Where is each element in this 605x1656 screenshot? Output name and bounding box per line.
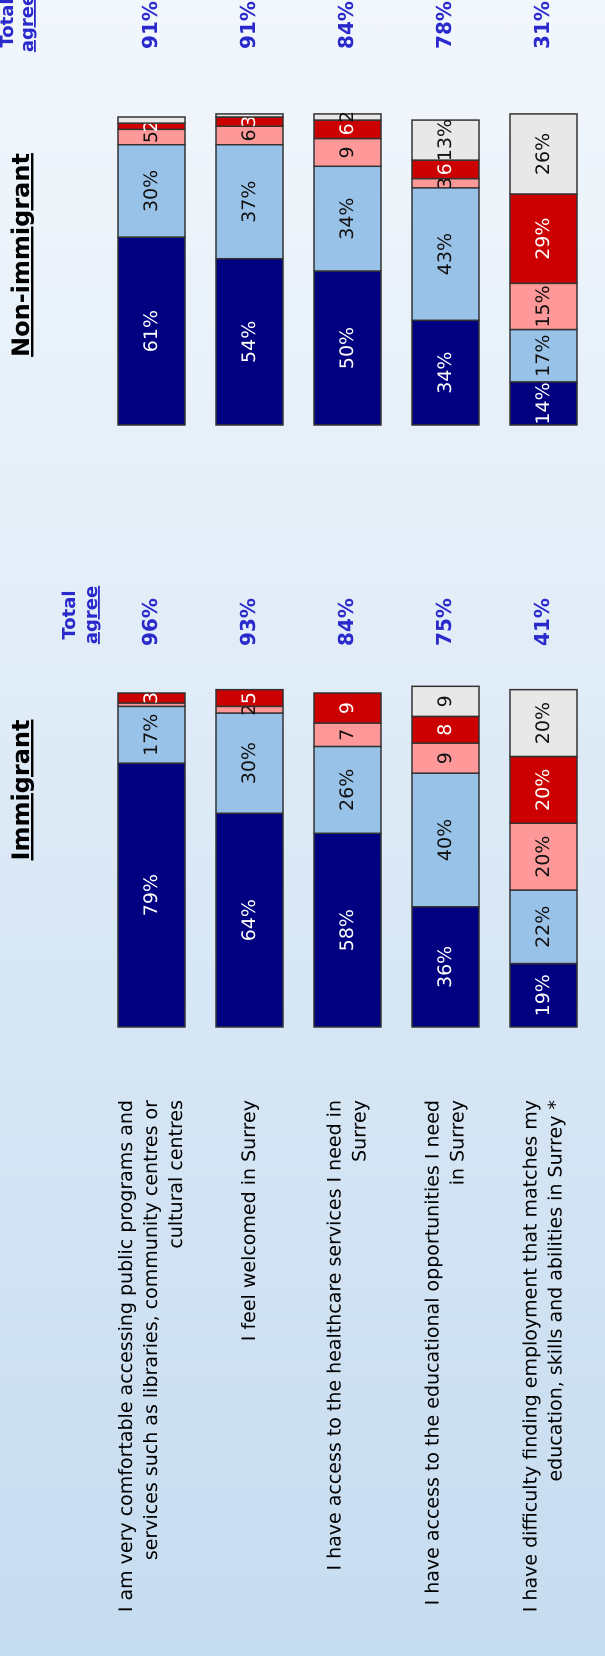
segment-label: 50% [336, 327, 358, 369]
category-label: in Surrey [447, 1100, 469, 1185]
segment-label: 5 [238, 692, 260, 704]
total-value: 91% [138, 1, 162, 49]
chart-title: Immigrant [7, 720, 35, 861]
bar-segment [411, 119, 480, 161]
bar-segment [215, 688, 284, 708]
segment-label: 2 [336, 111, 358, 123]
segment-label: 9 [434, 695, 456, 707]
segment-label: 14% [532, 382, 554, 424]
total-value: 84% [334, 1, 358, 49]
bar-segment [411, 685, 480, 718]
segment-label: 34% [336, 198, 358, 240]
segment-label: 17% [532, 335, 554, 377]
segment-label: 30% [238, 742, 260, 784]
total-value: 78% [432, 1, 456, 49]
segment-label: 6 [336, 123, 358, 135]
segment-label: 26% [336, 769, 358, 811]
segment-label: 20% [532, 836, 554, 878]
segment-label: 29% [532, 218, 554, 260]
segment-label: 9 [336, 146, 358, 158]
segment-label: 13% [434, 119, 456, 161]
category-label: I have access to the healthcare services… [324, 1100, 346, 1571]
bar-segment [509, 688, 578, 758]
segment-label: 20% [532, 769, 554, 811]
category-label: Surrey [349, 1100, 371, 1162]
segment-label: 26% [532, 133, 554, 175]
total-value: 84% [334, 598, 358, 646]
segment-label: 34% [434, 352, 456, 394]
total-value: 96% [138, 598, 162, 646]
total-header: Total [59, 590, 80, 639]
bar-segment [313, 692, 382, 724]
bar-segment [313, 113, 382, 121]
segment-label: 64% [238, 899, 260, 941]
total-value: 41% [530, 598, 554, 646]
segment-label: 37% [238, 181, 260, 223]
segment-label: 5 [140, 131, 162, 143]
bar-segment [215, 113, 284, 118]
bar-segment [117, 692, 186, 704]
total-header: agree [17, 0, 38, 52]
category-label: I feel welcomed in Surrey [238, 1100, 260, 1341]
category-label: I have difficulty finding employment tha… [520, 1100, 542, 1612]
segment-label: 79% [140, 874, 162, 916]
total-header: agree [81, 586, 102, 644]
segment-label: 3 [140, 692, 162, 704]
chart-title: Non-immigrant [7, 153, 35, 357]
segment-label: 36% [434, 946, 456, 988]
segment-label: 9 [336, 702, 358, 714]
segment-label: 40% [434, 819, 456, 861]
segment-label: 6 [434, 163, 456, 175]
segment-label: 58% [336, 909, 358, 951]
total-value: 91% [236, 1, 260, 49]
category-label: I am very comfortable accessing public p… [115, 1100, 137, 1612]
segment-label: 7 [336, 729, 358, 741]
segment-label: 20% [532, 702, 554, 744]
segment-label: 3 [238, 116, 260, 128]
segment-label: 30% [140, 170, 162, 212]
total-value: 93% [236, 598, 260, 646]
bar-segment [117, 116, 186, 124]
segment-label: 17% [140, 714, 162, 756]
segment-label: 43% [434, 233, 456, 275]
segment-label: 3 [434, 177, 456, 189]
total-value: 31% [530, 1, 554, 49]
total-header: Total [0, 0, 18, 48]
category-label: services such as libraries, community ce… [140, 1100, 162, 1560]
category-label: education, skills and abilities in Surre… [545, 1100, 567, 1482]
segment-label: 6 [238, 129, 260, 141]
category-label: cultural centres [165, 1100, 187, 1249]
segment-label: 61% [140, 310, 162, 352]
total-value: 75% [432, 598, 456, 646]
segment-label: 15% [532, 285, 554, 327]
segment-label: 22% [532, 906, 554, 948]
bar-segment [509, 113, 578, 195]
segment-label: 54% [238, 321, 260, 363]
category-label: I have access to the educational opportu… [422, 1100, 444, 1605]
segment-label: 19% [532, 974, 554, 1016]
segment-label: 8 [434, 724, 456, 736]
segment-label: 9 [434, 752, 456, 764]
